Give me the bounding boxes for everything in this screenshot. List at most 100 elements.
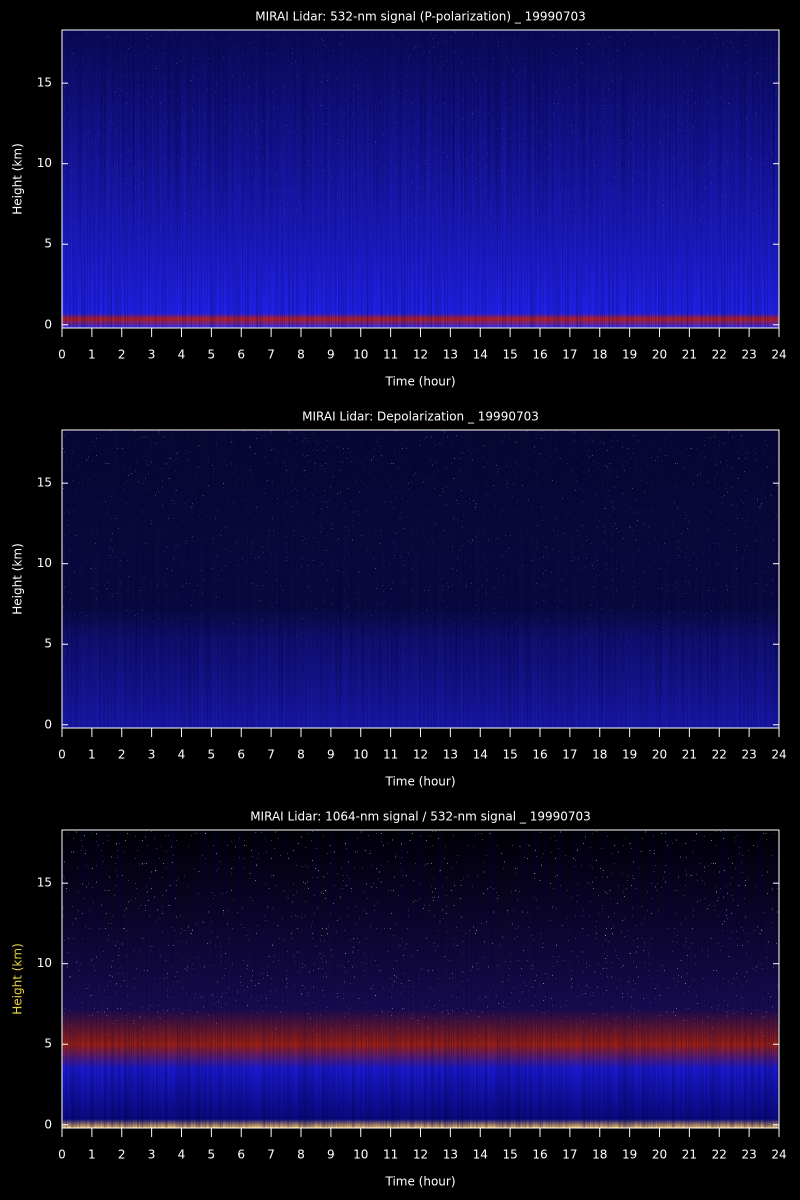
y-axis-label: Height (km) <box>11 543 25 614</box>
x-axis-label: Time (hour) <box>384 775 455 789</box>
x-tick-label: 13 <box>443 748 458 762</box>
x-tick-label: 15 <box>502 1148 517 1162</box>
x-tick-label: 8 <box>297 1148 305 1162</box>
y-tick-label: 10 <box>37 156 52 170</box>
x-tick-label: 12 <box>413 1148 428 1162</box>
x-tick-label: 3 <box>148 1148 156 1162</box>
x-tick-label: 5 <box>208 748 216 762</box>
x-tick-label: 8 <box>297 348 305 362</box>
y-tick-label: 15 <box>37 76 52 90</box>
x-tick-label: 15 <box>502 748 517 762</box>
y-tick-label: 15 <box>37 876 52 890</box>
y-axis-label: Height (km) <box>11 943 25 1014</box>
x-tick-label: 9 <box>327 1148 335 1162</box>
x-tick-label: 22 <box>712 748 727 762</box>
x-tick-label: 22 <box>712 348 727 362</box>
x-tick-label: 8 <box>297 748 305 762</box>
chart-title: MIRAI Lidar: Depolarization _ 19990703 <box>302 410 539 424</box>
x-axis-label: Time (hour) <box>384 375 455 389</box>
x-tick-label: 23 <box>741 748 756 762</box>
x-tick-label: 23 <box>741 348 756 362</box>
x-tick-label: 5 <box>208 348 216 362</box>
x-tick-label: 4 <box>178 348 186 362</box>
x-tick-label: 17 <box>562 348 577 362</box>
heatmap-speckle <box>62 430 779 728</box>
x-tick-label: 2 <box>118 748 126 762</box>
x-tick-label: 11 <box>383 1148 398 1162</box>
x-tick-label: 1 <box>88 348 96 362</box>
y-tick-label: 10 <box>37 956 52 970</box>
x-tick-label: 19 <box>622 748 637 762</box>
x-tick-label: 5 <box>208 1148 216 1162</box>
x-tick-label: 0 <box>58 348 66 362</box>
x-tick-label: 24 <box>771 348 786 362</box>
x-tick-label: 16 <box>532 1148 547 1162</box>
x-tick-label: 1 <box>88 748 96 762</box>
x-tick-label: 2 <box>118 1148 126 1162</box>
x-tick-label: 18 <box>592 1148 607 1162</box>
x-tick-label: 7 <box>267 1148 275 1162</box>
x-tick-label: 16 <box>532 748 547 762</box>
x-tick-label: 21 <box>682 748 697 762</box>
x-tick-label: 2 <box>118 348 126 362</box>
chart-title: MIRAI Lidar: 532-nm signal (P-polarizati… <box>255 10 585 24</box>
x-tick-label: 0 <box>58 748 66 762</box>
y-axis-label: Height (km) <box>11 143 25 214</box>
x-tick-label: 11 <box>383 748 398 762</box>
x-tick-label: 20 <box>652 1148 667 1162</box>
x-tick-label: 11 <box>383 348 398 362</box>
x-tick-label: 24 <box>771 1148 786 1162</box>
x-tick-label: 0 <box>58 1148 66 1162</box>
y-tick-label: 0 <box>44 717 52 731</box>
x-tick-label: 22 <box>712 1148 727 1162</box>
x-tick-label: 3 <box>148 748 156 762</box>
x-tick-label: 20 <box>652 348 667 362</box>
x-tick-label: 13 <box>443 348 458 362</box>
x-tick-label: 4 <box>178 1148 186 1162</box>
x-tick-label: 7 <box>267 348 275 362</box>
x-tick-label: 7 <box>267 748 275 762</box>
x-tick-label: 13 <box>443 1148 458 1162</box>
x-tick-label: 19 <box>622 1148 637 1162</box>
x-tick-label: 23 <box>741 1148 756 1162</box>
x-tick-label: 10 <box>353 348 368 362</box>
x-tick-label: 21 <box>682 348 697 362</box>
x-tick-label: 19 <box>622 348 637 362</box>
heatmap-speckle <box>62 30 779 328</box>
y-tick-label: 0 <box>44 1117 52 1131</box>
y-tick-label: 15 <box>37 476 52 490</box>
x-tick-label: 18 <box>592 748 607 762</box>
chart-title: MIRAI Lidar: 1064-nm signal / 532-nm sig… <box>250 810 591 824</box>
x-tick-label: 14 <box>473 1148 488 1162</box>
x-tick-label: 9 <box>327 748 335 762</box>
heatmap-speckle <box>62 830 779 1128</box>
x-tick-label: 21 <box>682 1148 697 1162</box>
x-tick-label: 18 <box>592 348 607 362</box>
x-tick-label: 6 <box>237 748 245 762</box>
x-axis-label: Time (hour) <box>384 1175 455 1189</box>
y-tick-label: 10 <box>37 556 52 570</box>
x-tick-label: 12 <box>413 748 428 762</box>
x-tick-label: 20 <box>652 748 667 762</box>
x-tick-label: 6 <box>237 348 245 362</box>
x-tick-label: 17 <box>562 1148 577 1162</box>
x-tick-label: 6 <box>237 1148 245 1162</box>
y-tick-label: 5 <box>44 637 52 651</box>
x-tick-label: 16 <box>532 348 547 362</box>
x-tick-label: 12 <box>413 348 428 362</box>
y-tick-label: 5 <box>44 237 52 251</box>
x-tick-label: 4 <box>178 748 186 762</box>
y-tick-label: 0 <box>44 317 52 331</box>
x-tick-label: 10 <box>353 748 368 762</box>
x-tick-label: 1 <box>88 1148 96 1162</box>
y-tick-label: 5 <box>44 1037 52 1051</box>
x-tick-label: 3 <box>148 348 156 362</box>
x-tick-label: 14 <box>473 748 488 762</box>
x-tick-label: 14 <box>473 348 488 362</box>
x-tick-label: 9 <box>327 348 335 362</box>
x-tick-label: 17 <box>562 748 577 762</box>
x-tick-label: 10 <box>353 1148 368 1162</box>
x-tick-label: 24 <box>771 748 786 762</box>
x-tick-label: 15 <box>502 348 517 362</box>
